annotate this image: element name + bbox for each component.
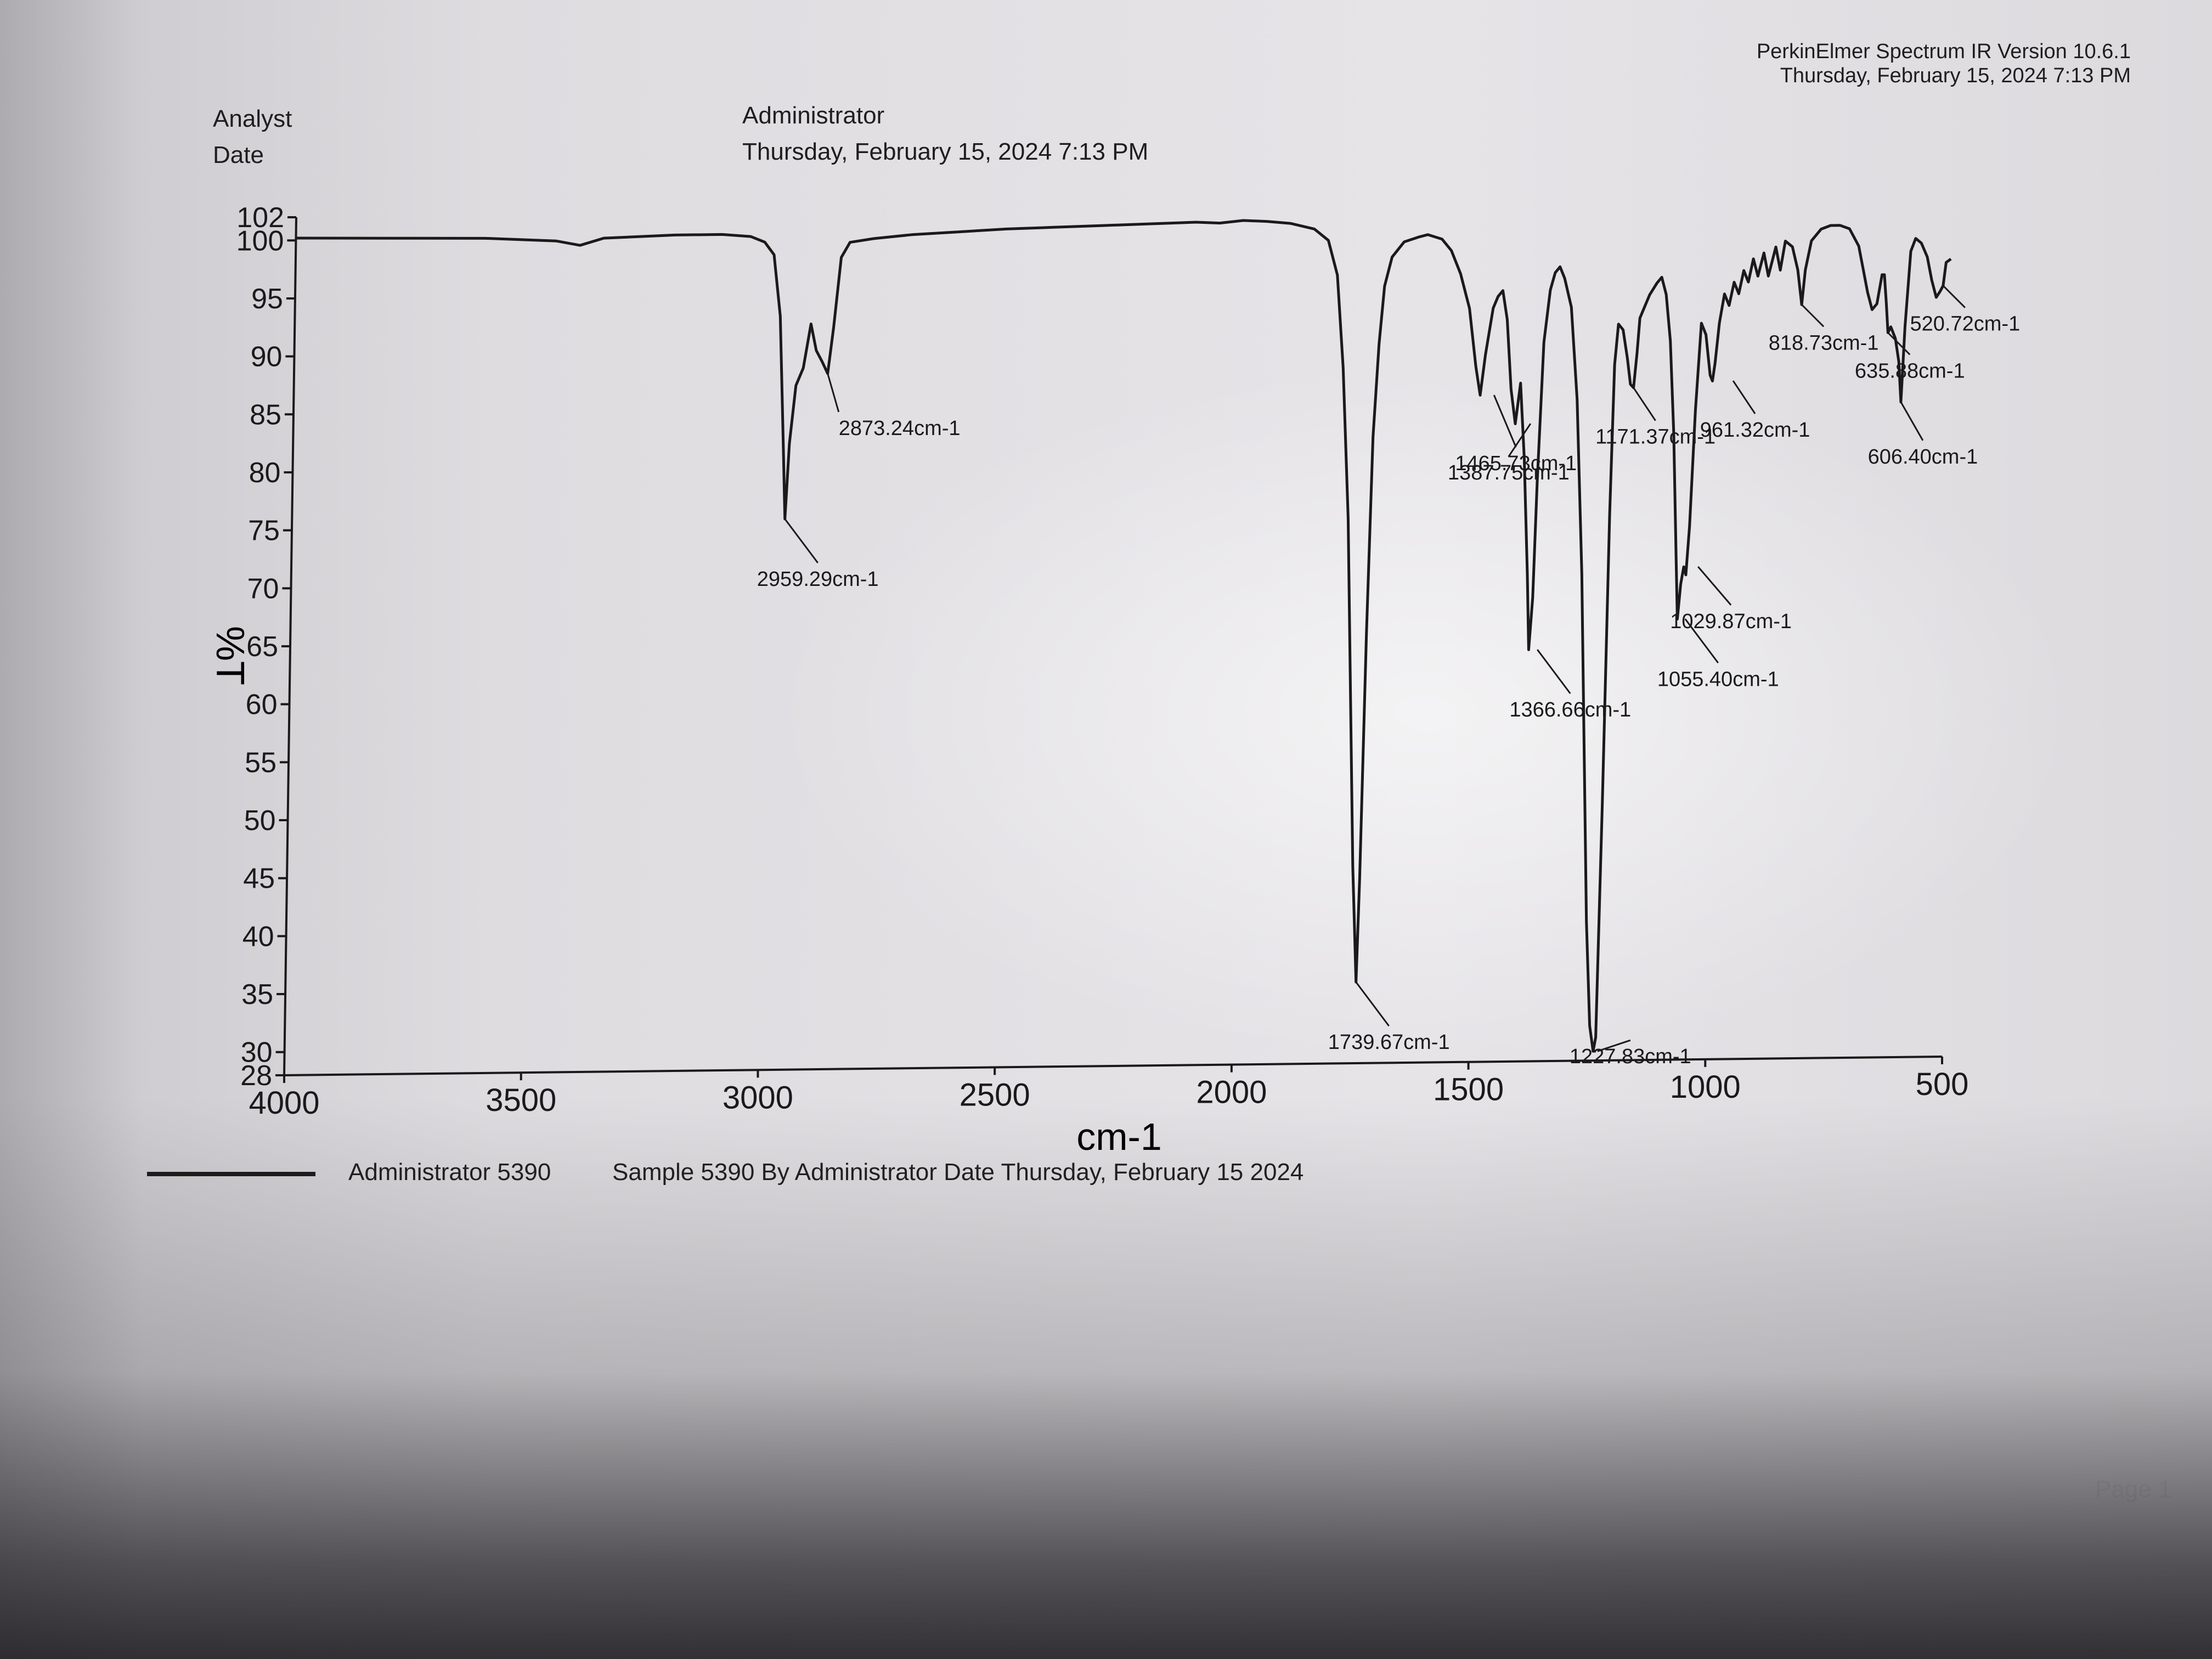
- peak-annotations: 2959.29cm-12873.24cm-11739.67cm-11465.73…: [757, 285, 2021, 1068]
- peak-label: 961.32cm-1: [1700, 419, 1810, 442]
- peak-leader-line: [1887, 332, 1911, 356]
- y-tick-label: 35: [241, 979, 273, 1011]
- chart-ticks: 4000 3500 3000 2500 2000 1500 1000 500283035404…: [236, 202, 1969, 1121]
- y-tick-label: 80: [249, 457, 281, 489]
- x-axis-label: cm-1: [1076, 1115, 1162, 1158]
- peak-label: 520.72cm-1: [1910, 313, 2021, 336]
- peak-label: 1739.67cm-1: [1328, 1031, 1450, 1054]
- legend-series-description: Sample 5390 By Administrator Date Thursd…: [612, 1159, 1304, 1186]
- x-tick-label: 3500: [486, 1082, 556, 1118]
- peak-label: 818.73cm-1: [1769, 331, 1879, 354]
- x-tick-label: 500: [1916, 1066, 1969, 1102]
- y-tick-label: 102: [236, 202, 284, 234]
- x-tick-label: 1500: [1433, 1072, 1504, 1108]
- peak-leader-line: [1537, 649, 1571, 695]
- peak-label: 635.88cm-1: [1855, 359, 1965, 382]
- y-tick-label: 45: [243, 863, 275, 895]
- peak-label: 1227.83cm-1: [1570, 1045, 1691, 1068]
- peak-label: 1387.75cm-1: [1448, 461, 1570, 484]
- y-tick-label: 30: [241, 1037, 273, 1069]
- y-tick-label: 85: [250, 399, 281, 431]
- y-tick-label: 95: [251, 283, 283, 315]
- y-tick-label: 70: [247, 573, 279, 605]
- x-tick-label: 2000: [1196, 1075, 1267, 1110]
- peak-label: 2959.29cm-1: [757, 568, 879, 591]
- x-tick-label: 2500: [960, 1077, 1030, 1113]
- peak-leader-line: [784, 518, 819, 563]
- peak-leader-line: [1942, 285, 1966, 308]
- peak-leader-line: [1355, 981, 1390, 1026]
- peak-leader-line: [1801, 304, 1825, 328]
- x-tick-label: 3000: [723, 1080, 793, 1115]
- peak-label: 1171.37cm-1: [1595, 426, 1716, 449]
- y-tick-label: 55: [245, 747, 276, 778]
- y-tick-label: 50: [244, 805, 276, 837]
- peak-leader-line: [1732, 380, 1756, 414]
- peak-label: 1055.40cm-1: [1657, 668, 1779, 691]
- chart-axes: [283, 217, 1943, 1076]
- x-tick-label: 1000: [1670, 1069, 1741, 1105]
- peak-label: 1029.87cm-1: [1670, 610, 1792, 633]
- y-tick-label: 90: [251, 341, 283, 373]
- peak-leader-line: [1633, 387, 1656, 421]
- peak-leader-line: [1697, 566, 1732, 606]
- peak-label: 2873.24cm-1: [839, 417, 961, 440]
- peak-leader-line: [1900, 402, 1924, 441]
- peak-label: 1366.66cm-1: [1509, 698, 1631, 721]
- peak-leader-line: [827, 373, 840, 413]
- y-axis-label: %T: [208, 626, 252, 685]
- legend-series-name: Administrator 5390: [348, 1159, 551, 1186]
- y-tick-label: 75: [248, 515, 280, 547]
- page-number: Page 1: [2095, 1476, 2172, 1503]
- peak-label: 606.40cm-1: [1868, 445, 1978, 469]
- y-tick-label: 60: [246, 689, 278, 721]
- spectrum-line: [296, 219, 1952, 1053]
- y-tick-label: 40: [242, 921, 274, 952]
